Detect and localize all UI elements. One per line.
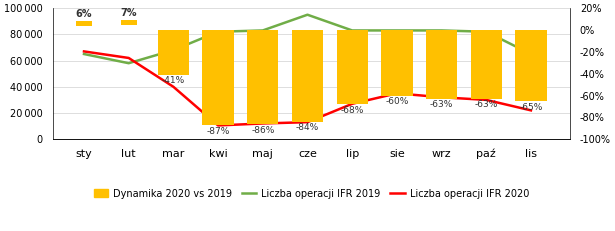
Text: 7%: 7%	[121, 8, 137, 18]
Bar	[470, 30, 502, 99]
Text: -60%: -60%	[385, 97, 408, 106]
Text: -63%: -63%	[475, 100, 498, 109]
Bar	[336, 30, 368, 104]
Bar	[121, 20, 137, 24]
Bar	[76, 21, 92, 26]
Legend: Dynamika 2020 vs 2019, Liczba operacji IFR 2019, Liczba operacji IFR 2020: Dynamika 2020 vs 2019, Liczba operacji I…	[90, 185, 533, 203]
Bar	[381, 30, 413, 96]
Text: -86%: -86%	[251, 126, 274, 134]
Text: -63%: -63%	[430, 100, 453, 109]
Bar	[292, 30, 323, 122]
Text: -65%: -65%	[519, 103, 542, 112]
Bar	[247, 30, 279, 124]
Text: -84%: -84%	[296, 123, 319, 132]
Text: 6%: 6%	[76, 9, 92, 19]
Bar	[515, 30, 547, 101]
Text: -41%: -41%	[162, 76, 185, 85]
Text: -87%: -87%	[207, 127, 230, 136]
Bar	[202, 30, 234, 125]
Bar	[426, 30, 457, 99]
Text: -68%: -68%	[341, 106, 364, 115]
Bar	[157, 30, 189, 75]
